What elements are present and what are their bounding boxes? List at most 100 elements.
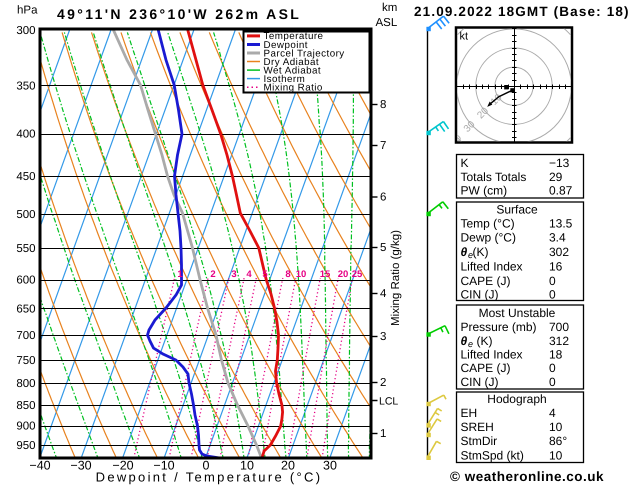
svg-text:4: 4 [549, 406, 556, 420]
svg-text:CAPE (J): CAPE (J) [461, 274, 511, 288]
svg-text:4: 4 [380, 288, 387, 300]
svg-text:K: K [461, 156, 469, 170]
svg-text:500: 500 [16, 209, 35, 221]
svg-text:1: 1 [177, 269, 183, 280]
svg-text:8: 8 [285, 269, 290, 280]
svg-text:Mixing Ratio: Mixing Ratio [264, 83, 323, 94]
svg-text:0: 0 [549, 375, 556, 389]
svg-text:θ: θ [461, 334, 468, 348]
svg-text:Totals Totals: Totals Totals [461, 170, 527, 184]
svg-text:ASL: ASL [376, 17, 398, 29]
svg-text:550: 550 [16, 243, 35, 255]
svg-text:3: 3 [231, 269, 236, 280]
svg-text:Lifted Index: Lifted Index [461, 348, 523, 362]
svg-text:0: 0 [203, 459, 210, 473]
svg-text:Surface: Surface [496, 202, 538, 216]
svg-text:StmDir: StmDir [461, 434, 498, 448]
svg-text:25: 25 [352, 269, 363, 280]
svg-text:PW (cm): PW (cm) [461, 183, 508, 197]
svg-text:CIN (J): CIN (J) [461, 375, 499, 389]
svg-text:6: 6 [380, 192, 386, 204]
svg-text:Parcel Trajectory: Parcel Trajectory [264, 48, 345, 59]
svg-text:900: 900 [16, 421, 35, 433]
svg-text:EH: EH [461, 406, 478, 420]
svg-text:8: 8 [380, 99, 386, 111]
svg-text:10: 10 [549, 448, 563, 462]
svg-text:7: 7 [380, 140, 386, 152]
svg-text:(K): (K) [477, 334, 493, 348]
svg-text:2: 2 [210, 269, 215, 280]
svg-text:10: 10 [296, 269, 307, 280]
svg-text:−40: −40 [29, 459, 50, 473]
svg-text:1: 1 [380, 428, 386, 440]
svg-text:Temp (°C): Temp (°C) [461, 216, 515, 230]
svg-text:Dry Adiabat: Dry Adiabat [264, 57, 320, 68]
svg-text:650: 650 [16, 303, 35, 315]
svg-text:4: 4 [246, 269, 252, 280]
svg-text:0: 0 [549, 361, 556, 375]
svg-text:kt: kt [460, 31, 469, 43]
svg-text:350: 350 [16, 81, 35, 93]
svg-text:15: 15 [320, 269, 331, 280]
svg-text:10: 10 [240, 459, 254, 473]
svg-text:e: e [468, 339, 473, 349]
svg-text:850: 850 [16, 400, 35, 412]
svg-text:700: 700 [16, 330, 35, 342]
svg-text:hPa: hPa [17, 5, 38, 17]
svg-text:km: km [382, 2, 397, 14]
svg-text:Most Unstable: Most Unstable [479, 306, 556, 320]
svg-text:© weatheronline.co.uk: © weatheronline.co.uk [450, 469, 604, 484]
svg-text:21.09.2022 18GMT (Base: 18): 21.09.2022 18GMT (Base: 18) [414, 4, 629, 19]
svg-text:LCL: LCL [379, 396, 398, 408]
svg-text:800: 800 [16, 378, 35, 390]
svg-text:49°11'N 236°10'W 262m ASL: 49°11'N 236°10'W 262m ASL [57, 6, 301, 22]
svg-text:700: 700 [549, 320, 569, 334]
svg-text:(K): (K) [473, 245, 489, 259]
svg-text:300: 300 [16, 25, 35, 37]
svg-text:20: 20 [281, 459, 295, 473]
svg-text:750: 750 [16, 355, 35, 367]
svg-text:−30: −30 [70, 459, 91, 473]
svg-text:2: 2 [380, 377, 386, 389]
svg-text:Pressure (mb): Pressure (mb) [461, 320, 537, 334]
svg-text:18: 18 [549, 348, 563, 362]
svg-text:e: e [468, 250, 473, 260]
svg-text:86°: 86° [549, 434, 567, 448]
svg-text:950: 950 [16, 440, 35, 452]
svg-text:Temperature: Temperature [264, 31, 324, 42]
svg-text:Dewp (°C): Dewp (°C) [461, 230, 516, 244]
svg-text:29: 29 [549, 170, 563, 184]
svg-text:0: 0 [549, 274, 556, 288]
svg-text:0.87: 0.87 [549, 183, 573, 197]
svg-text:13.5: 13.5 [549, 216, 573, 230]
svg-text:450: 450 [16, 171, 35, 183]
svg-text:5: 5 [262, 269, 268, 280]
svg-text:Mixing Ratio (g/kg): Mixing Ratio (g/kg) [390, 230, 402, 326]
svg-text:16: 16 [549, 259, 563, 273]
svg-text:20: 20 [338, 269, 349, 280]
svg-text:−10: −10 [153, 459, 174, 473]
svg-text:3.4: 3.4 [549, 230, 566, 244]
svg-text:Dewpoint / Temperature (°C): Dewpoint / Temperature (°C) [96, 470, 323, 485]
svg-text:SREH: SREH [461, 420, 494, 434]
svg-text:Wet Adiabat: Wet Adiabat [264, 65, 322, 76]
svg-text:30: 30 [323, 459, 337, 473]
svg-text:CAPE (J): CAPE (J) [461, 361, 511, 375]
svg-text:0: 0 [549, 288, 556, 302]
svg-text:−13: −13 [549, 156, 570, 170]
svg-text:Hodograph: Hodograph [487, 392, 546, 406]
svg-text:400: 400 [16, 129, 35, 141]
svg-text:CIN (J): CIN (J) [461, 288, 499, 302]
svg-text:10: 10 [549, 420, 563, 434]
svg-text:−20: −20 [112, 459, 133, 473]
svg-text:302: 302 [549, 245, 569, 259]
svg-text:Lifted Index: Lifted Index [461, 259, 523, 273]
svg-text:3: 3 [380, 331, 386, 343]
svg-text:Isotherm: Isotherm [264, 74, 306, 85]
svg-text:θ: θ [461, 245, 468, 259]
svg-text:5: 5 [380, 242, 386, 254]
svg-text:Dewpoint: Dewpoint [264, 40, 308, 51]
svg-text:StmSpd (kt): StmSpd (kt) [461, 448, 524, 462]
svg-text:600: 600 [16, 275, 35, 287]
svg-text:312: 312 [549, 334, 569, 348]
